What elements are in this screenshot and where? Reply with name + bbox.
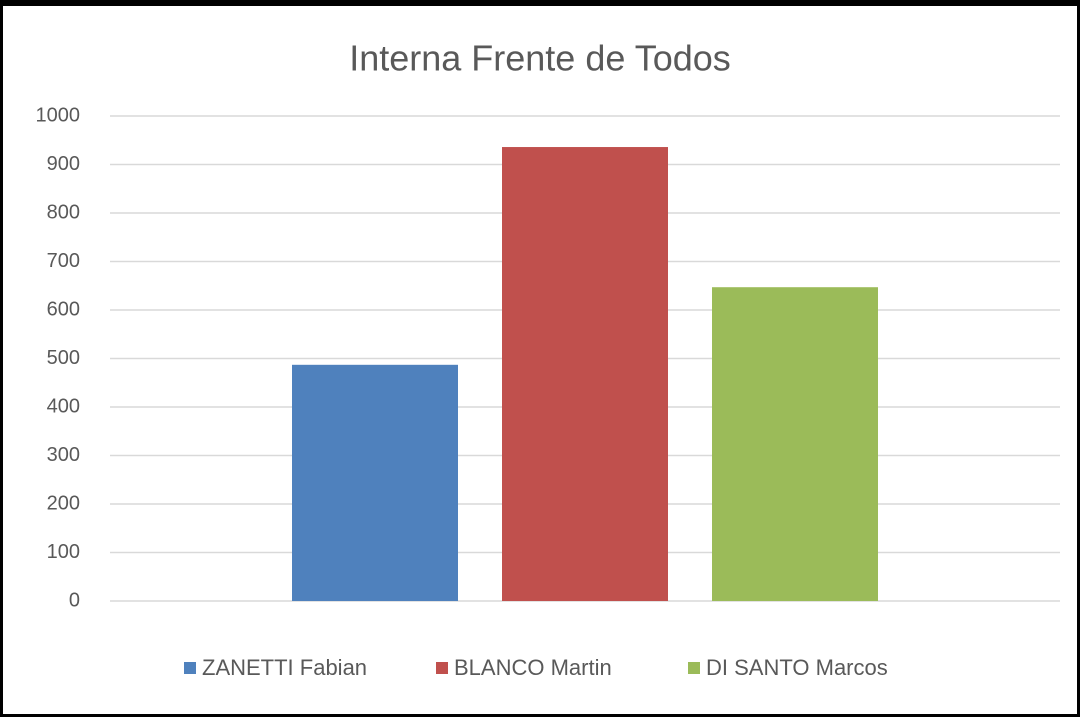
- y-tick-label: 900: [47, 153, 80, 175]
- legend-label: BLANCO Martin: [454, 655, 612, 680]
- bar: [712, 287, 878, 601]
- y-tick-label: 400: [47, 395, 80, 417]
- legend-swatch: [436, 662, 448, 674]
- bar: [292, 364, 458, 601]
- y-tick-label: 800: [47, 201, 80, 223]
- y-tick-label: 700: [47, 250, 80, 272]
- chart-title: Interna Frente de Todos: [349, 38, 731, 79]
- bar: [502, 147, 668, 602]
- legend-label: ZANETTI Fabian: [202, 655, 367, 680]
- legend-label: DI SANTO Marcos: [706, 655, 888, 680]
- y-tick-label: 500: [47, 347, 80, 369]
- y-tick-label: 300: [47, 444, 80, 466]
- legend-swatch: [688, 662, 700, 674]
- legend-swatch: [184, 662, 196, 674]
- y-tick-label: 200: [47, 492, 80, 514]
- y-tick-label: 0: [69, 589, 80, 611]
- y-tick-label: 600: [47, 298, 80, 320]
- y-tick-label: 1000: [36, 104, 81, 126]
- y-tick-label: 100: [47, 541, 80, 563]
